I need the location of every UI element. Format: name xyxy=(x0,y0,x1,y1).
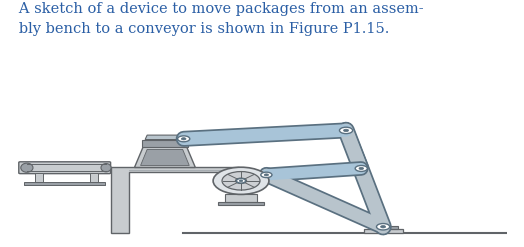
Circle shape xyxy=(359,167,364,170)
Bar xyxy=(225,194,257,202)
Polygon shape xyxy=(111,167,239,233)
Bar xyxy=(217,202,265,205)
Text: A sketch of a device to move packages from an assem-
   bly bench to a conveyor : A sketch of a device to move packages fr… xyxy=(5,2,424,36)
Ellipse shape xyxy=(21,163,33,172)
Circle shape xyxy=(236,179,246,183)
Polygon shape xyxy=(142,140,188,147)
Polygon shape xyxy=(140,149,189,165)
Circle shape xyxy=(213,167,269,194)
Circle shape xyxy=(344,129,348,132)
Bar xyxy=(24,182,105,185)
Circle shape xyxy=(264,174,268,176)
Bar xyxy=(369,226,398,229)
Circle shape xyxy=(178,136,190,142)
Circle shape xyxy=(261,172,272,178)
Circle shape xyxy=(377,224,390,230)
Circle shape xyxy=(355,165,367,171)
Ellipse shape xyxy=(101,164,111,172)
Circle shape xyxy=(239,180,243,182)
Bar xyxy=(35,173,42,182)
Bar xyxy=(364,229,403,233)
Bar xyxy=(90,173,98,182)
Polygon shape xyxy=(135,147,195,167)
Circle shape xyxy=(235,178,247,184)
Circle shape xyxy=(380,226,386,228)
Circle shape xyxy=(181,138,186,140)
Circle shape xyxy=(340,127,353,134)
Circle shape xyxy=(222,172,260,190)
Polygon shape xyxy=(145,135,184,140)
FancyBboxPatch shape xyxy=(19,162,111,174)
